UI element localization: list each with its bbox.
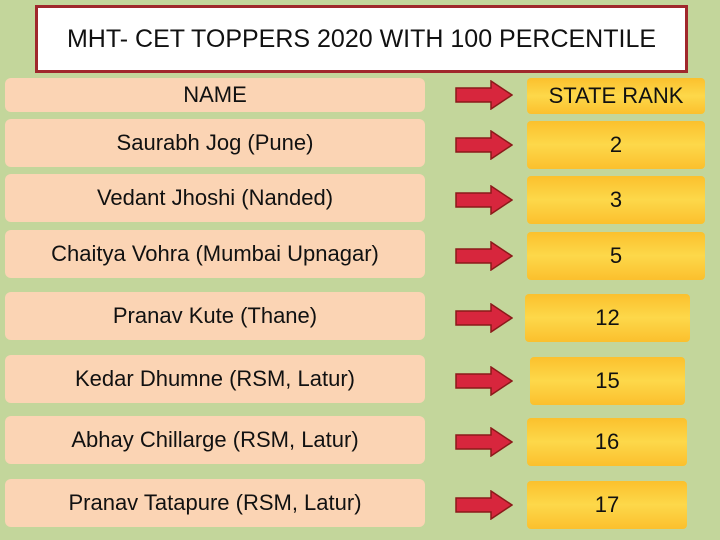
- rank-cell: 5: [527, 232, 705, 280]
- arrow-shape: [455, 80, 513, 110]
- header-name: NAME: [5, 78, 425, 112]
- arrow: [455, 241, 513, 271]
- arrow: [455, 130, 513, 160]
- arrow: [455, 427, 513, 457]
- arrow: [455, 185, 513, 215]
- arrow-shape: [455, 130, 513, 160]
- rank-cell: 16: [527, 418, 687, 466]
- arrow-shape: [455, 427, 513, 457]
- name-cell: Kedar Dhumne (RSM, Latur): [5, 355, 425, 403]
- rank-cell: 2: [527, 121, 705, 169]
- arrow: [455, 490, 513, 520]
- arrow-shape: [455, 241, 513, 271]
- arrow-shape: [455, 303, 513, 333]
- rank-cell: 17: [527, 481, 687, 529]
- arrow: [455, 80, 513, 110]
- title: MHT- CET TOPPERS 2020 WITH 100 PERCENTIL…: [35, 5, 688, 73]
- name-cell: Abhay Chillarge (RSM, Latur): [5, 416, 425, 464]
- name-cell: Vedant Jhoshi (Nanded): [5, 174, 425, 222]
- arrow: [455, 303, 513, 333]
- arrow: [455, 366, 513, 396]
- arrow-shape: [455, 366, 513, 396]
- name-cell: Pranav Kute (Thane): [5, 292, 425, 340]
- rank-cell: 15: [530, 357, 685, 405]
- name-cell: Saurabh Jog (Pune): [5, 119, 425, 167]
- arrow-shape: [455, 185, 513, 215]
- name-cell: Chaitya Vohra (Mumbai Upnagar): [5, 230, 425, 278]
- arrow-shape: [455, 490, 513, 520]
- rank-cell: 12: [525, 294, 690, 342]
- rank-cell: 3: [527, 176, 705, 224]
- header-rank: STATE RANK: [527, 78, 705, 114]
- name-cell: Pranav Tatapure (RSM, Latur): [5, 479, 425, 527]
